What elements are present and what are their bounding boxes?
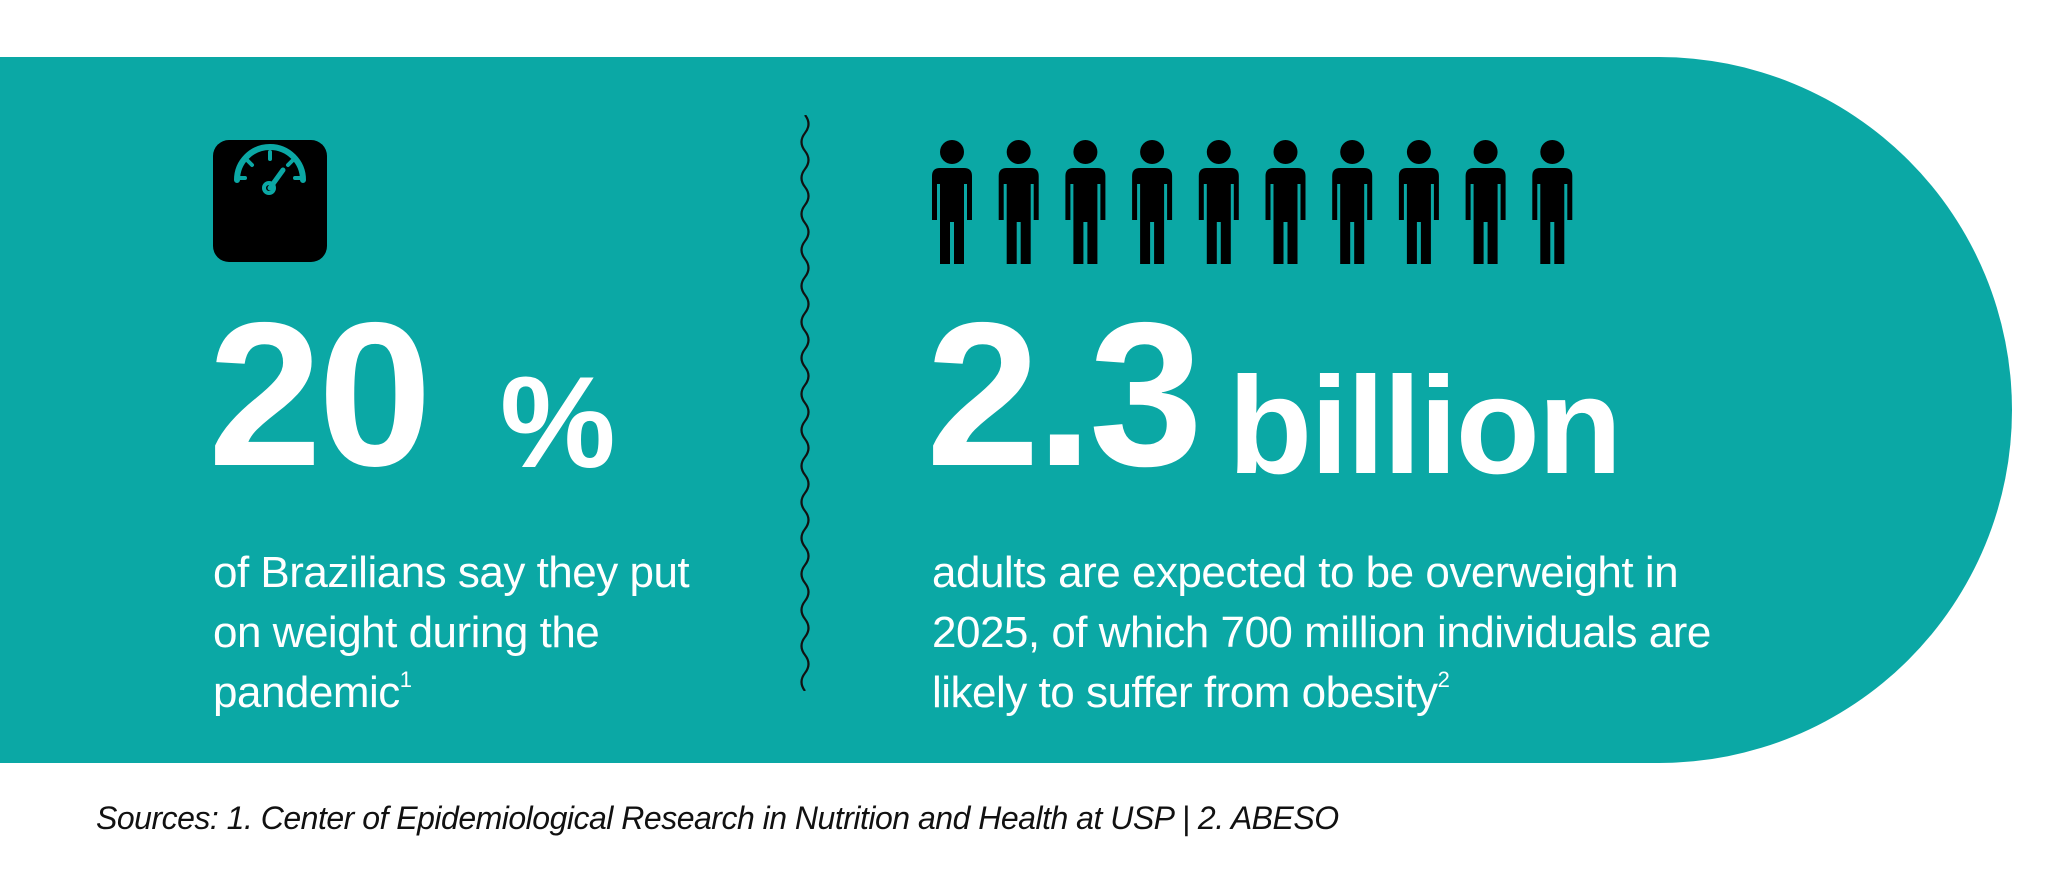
person-icon xyxy=(1065,140,1106,264)
right-description-text: adults are expected to be overweight in … xyxy=(932,548,1711,717)
right-stat-unit: billion xyxy=(1228,349,1622,503)
person-icon xyxy=(1332,140,1373,264)
left-stat-description: of Brazilians say they put on weight dur… xyxy=(213,543,713,723)
wavy-divider xyxy=(800,115,810,691)
person-icon xyxy=(1198,140,1239,264)
left-stat-unit: % xyxy=(500,349,616,495)
footnote-marker: 2 xyxy=(1437,667,1450,692)
bathroom-scale-icon xyxy=(213,140,327,262)
people-icons xyxy=(932,140,1573,264)
person-icon xyxy=(1398,140,1439,264)
person-icon xyxy=(1532,140,1573,264)
right-stat-description: adults are expected to be overweight in … xyxy=(932,543,1792,723)
sources-note: Sources: 1. Center of Epidemiological Re… xyxy=(96,800,1339,836)
left-stat-value: 20 xyxy=(208,280,432,509)
right-stat-value: 2.3 xyxy=(926,280,1203,509)
footnote-marker: 1 xyxy=(399,667,412,692)
person-icon xyxy=(932,140,972,264)
left-description-text: of Brazilians say they put on weight dur… xyxy=(213,548,690,717)
person-icon xyxy=(1132,140,1173,264)
person-icon xyxy=(1265,140,1306,264)
person-icon xyxy=(998,140,1039,264)
person-icon xyxy=(1465,140,1506,264)
infographic-panel: 20 % of Brazilians say they put on weigh… xyxy=(0,57,2012,763)
